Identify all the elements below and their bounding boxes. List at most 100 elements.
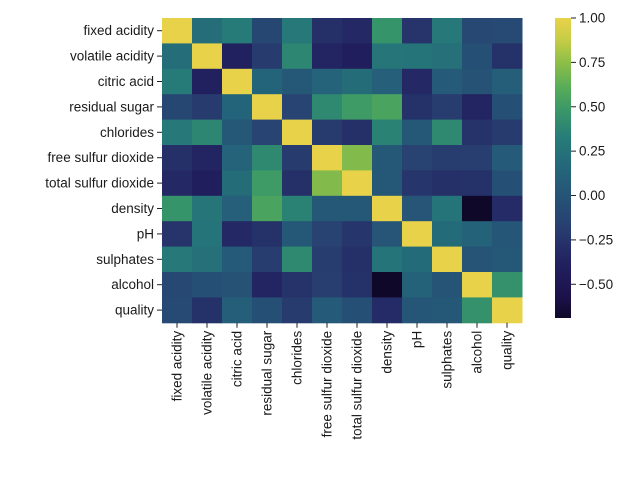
cell-free-sulfur-dioxide-volatile-acidity [192,145,223,171]
cell-quality-ph [402,297,433,324]
cell-quality-citric-acid [222,297,253,324]
cell-volatile-acidity-fixed-acidity [162,43,193,70]
colorbar-tick-label-3: 0.25 [579,144,605,159]
cell-alcohol-alcohol [462,272,493,298]
cell-ph-chlorides [282,221,313,248]
cell-citric-acid-quality [492,68,523,95]
cell-citric-acid-residual-sugar [252,68,283,95]
y-tick-label-total-sulfur-dioxide: total sulfur dioxide [45,176,154,191]
cell-free-sulfur-dioxide-fixed-acidity [162,145,193,171]
cell-alcohol-residual-sugar [252,272,283,298]
cell-volatile-acidity-total-sulfur-dioxide [342,43,373,70]
y-tick-label-ph: pH [137,226,154,241]
cell-free-sulfur-dioxide-residual-sugar [252,145,283,171]
cell-residual-sugar-chlorides [282,94,313,121]
cell-alcohol-fixed-acidity [162,272,193,298]
cell-sulphates-residual-sugar [252,246,283,273]
cell-fixed-acidity-alcohol [462,18,493,44]
cell-volatile-acidity-citric-acid [222,43,253,70]
cell-total-sulfur-dioxide-alcohol [462,170,493,197]
cell-fixed-acidity-free-sulfur-dioxide [312,18,343,44]
cell-chlorides-ph [402,119,433,146]
cell-chlorides-quality [492,119,523,146]
y-tick-label-citric-acid: citric acid [98,74,154,89]
cell-ph-volatile-acidity [192,221,223,248]
cell-chlorides-volatile-acidity [192,119,223,146]
cell-citric-acid-free-sulfur-dioxide [312,68,343,95]
cell-quality-sulphates [432,297,463,324]
cell-free-sulfur-dioxide-citric-acid [222,145,253,171]
cell-sulphates-volatile-acidity [192,246,223,273]
cell-residual-sugar-quality [492,94,523,121]
x-tick-label-citric-acid: citric acid [230,331,245,387]
x-tick-label-total-sulfur-dioxide: total sulfur dioxide [350,331,365,440]
cell-quality-fixed-acidity [162,297,193,324]
cell-free-sulfur-dioxide-quality [492,145,523,171]
cell-free-sulfur-dioxide-alcohol [462,145,493,171]
cell-chlorides-density [372,119,403,146]
cell-chlorides-citric-acid [222,119,253,146]
cell-total-sulfur-dioxide-free-sulfur-dioxide [312,170,343,197]
cell-volatile-acidity-quality [492,43,523,70]
colorbar-ticks: 1.00 0.75 0.50 0.25 0.00 −0.25 −0.50 [571,11,613,292]
cell-chlorides-residual-sugar [252,119,283,146]
cell-density-fixed-acidity [162,195,193,222]
cell-quality-volatile-acidity [192,297,223,324]
cell-residual-sugar-residual-sugar [252,94,283,121]
cell-chlorides-fixed-acidity [162,119,193,146]
x-axis-ticks: fixed acidity volatile acidity citric acid… [170,322,515,440]
cell-fixed-acidity-chlorides [282,18,313,44]
cell-citric-acid-ph [402,68,433,95]
cell-quality-residual-sugar [252,297,283,324]
cell-total-sulfur-dioxide-quality [492,170,523,197]
cell-citric-acid-citric-acid [222,68,253,95]
cell-ph-total-sulfur-dioxide [342,221,373,248]
cell-volatile-acidity-residual-sugar [252,43,283,70]
cell-citric-acid-sulphates [432,68,463,95]
cell-residual-sugar-volatile-acidity [192,94,223,121]
cell-sulphates-chlorides [282,246,313,273]
cell-sulphates-ph [402,246,433,273]
cell-density-citric-acid [222,195,253,222]
cell-ph-sulphates [432,221,463,248]
x-tick-label-free-sulfur-dioxide: free sulfur dioxide [320,331,335,438]
cell-alcohol-ph [402,272,433,298]
cell-ph-fixed-acidity [162,221,193,248]
cell-citric-acid-density [372,68,403,95]
cell-citric-acid-alcohol [462,68,493,95]
y-tick-label-free-sulfur-dioxide: free sulfur dioxide [47,150,154,165]
cell-residual-sugar-free-sulfur-dioxide [312,94,343,121]
y-tick-label-density: density [111,201,154,216]
y-tick-label-volatile-acidity: volatile acidity [70,49,154,64]
x-tick-label-chlorides: chlorides [290,331,305,385]
cell-citric-acid-fixed-acidity [162,68,193,95]
cell-residual-sugar-sulphates [432,94,463,121]
cell-sulphates-free-sulfur-dioxide [312,246,343,273]
cell-sulphates-fixed-acidity [162,246,193,273]
cell-alcohol-free-sulfur-dioxide [312,272,343,298]
x-tick-label-ph: pH [410,331,425,348]
colorbar-tick-label-2: 0.50 [579,99,605,114]
y-axis-ticks: fixed acidity volatile acidity citric acid… [45,23,162,318]
cell-total-sulfur-dioxide-total-sulfur-dioxide [342,170,373,197]
cell-volatile-acidity-free-sulfur-dioxide [312,43,343,70]
cell-chlorides-alcohol [462,119,493,146]
cell-sulphates-quality [492,246,523,273]
y-tick-label-sulphates: sulphates [96,252,154,267]
cell-chlorides-total-sulfur-dioxide [342,119,373,146]
x-tick-label-residual-sugar: residual sugar [260,330,275,415]
colorbar [555,18,571,318]
x-tick-label-density: density [380,331,395,374]
cell-free-sulfur-dioxide-density [372,145,403,171]
y-tick-label-fixed-acidity: fixed acidity [83,23,154,38]
cell-sulphates-citric-acid [222,246,253,273]
cell-total-sulfur-dioxide-volatile-acidity [192,170,223,197]
cell-total-sulfur-dioxide-ph [402,170,433,197]
cell-chlorides-free-sulfur-dioxide [312,119,343,146]
cell-fixed-acidity-quality [492,18,523,44]
cell-fixed-acidity-total-sulfur-dioxide [342,18,373,44]
cell-fixed-acidity-fixed-acidity [162,18,193,44]
cell-total-sulfur-dioxide-residual-sugar [252,170,283,197]
